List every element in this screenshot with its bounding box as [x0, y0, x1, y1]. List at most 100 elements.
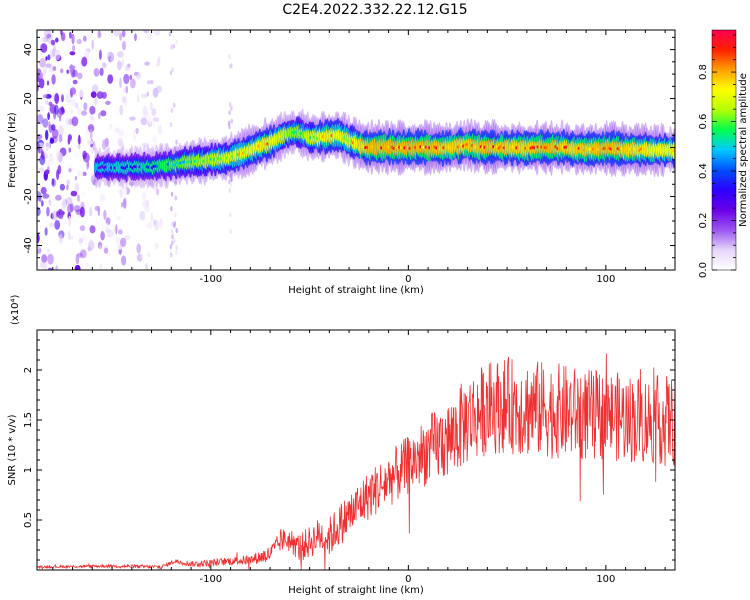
snr-xlabel: Height of straight line (km)	[288, 585, 424, 596]
noise-blob	[103, 247, 109, 254]
noise-blob	[170, 108, 174, 113]
noise-blob	[81, 110, 88, 116]
noise-blob	[174, 181, 177, 186]
noise-blob	[107, 229, 114, 238]
noise-blob	[49, 191, 54, 202]
colorbar-tick-label: 0.4	[698, 163, 709, 179]
noise-blob	[81, 56, 88, 67]
noise-blob	[60, 30, 63, 36]
noise-blob	[119, 141, 125, 150]
noise-blob	[155, 85, 162, 94]
noise-blob	[76, 72, 83, 80]
noise-blob	[172, 102, 176, 108]
noise-blob	[158, 221, 164, 229]
noise-blob	[76, 38, 82, 45]
y-tick-label: 20	[23, 92, 34, 105]
noise-blob	[60, 68, 64, 74]
noise-blob	[131, 30, 139, 37]
noise-blob	[230, 172, 233, 178]
noise-blob	[157, 78, 162, 86]
noise-blob	[44, 142, 51, 149]
noise-blob	[174, 212, 177, 218]
noise-blob	[107, 74, 114, 84]
noise-blob	[78, 236, 83, 247]
noise-blob	[57, 208, 64, 219]
noise-blob	[82, 35, 87, 42]
noise-blob	[61, 94, 64, 103]
noise-blob	[46, 33, 52, 39]
noise-blob	[69, 51, 76, 56]
noise-blob	[148, 116, 152, 124]
noise-blob	[56, 149, 59, 160]
noise-blob	[67, 137, 71, 145]
noise-blob	[137, 94, 140, 104]
y-tick-label: 1.5	[23, 412, 34, 428]
noise-blob	[136, 243, 141, 254]
noise-blob	[78, 134, 81, 145]
noise-blob	[126, 265, 130, 270]
noise-blob	[43, 263, 46, 269]
noise-blob	[116, 239, 124, 251]
noise-blob	[69, 31, 72, 39]
noise-blob	[72, 79, 78, 85]
noise-blob	[85, 128, 90, 135]
noise-blob	[103, 209, 107, 220]
noise-blob	[122, 186, 127, 197]
noise-blob	[65, 116, 69, 127]
noise-blob	[89, 206, 93, 217]
noise-blob	[129, 116, 136, 121]
x-tick-label: 0	[405, 274, 411, 285]
noise-blob	[173, 223, 176, 229]
noise-blob	[122, 40, 126, 51]
noise-blob	[169, 122, 173, 128]
noise-blob	[175, 39, 178, 45]
noise-blob	[169, 70, 173, 76]
noise-blob	[41, 200, 44, 207]
noise-blob	[37, 111, 43, 117]
noise-blob	[47, 54, 51, 61]
noise-blob	[79, 206, 85, 218]
noise-blob	[99, 263, 103, 270]
noise-blob	[154, 242, 159, 250]
noise-blob	[80, 70, 86, 75]
colorbar-ticks: 0.0 0.2 0.4 0.6 0.8	[698, 34, 736, 278]
noise-blob	[91, 54, 94, 65]
noise-blob	[152, 121, 155, 128]
noise-blob	[73, 152, 81, 159]
noise-blob	[71, 116, 79, 127]
noise-blob	[156, 60, 159, 68]
noise-blob	[37, 233, 40, 244]
noise-blob	[68, 215, 71, 227]
noise-blob	[99, 67, 104, 76]
noise-blob	[54, 220, 61, 230]
y-tick-label: -40	[23, 237, 34, 253]
noise-blob	[228, 188, 231, 193]
noise-blob	[56, 211, 59, 218]
noise-blob	[129, 78, 136, 89]
noise-blob	[175, 245, 178, 251]
noise-blob	[42, 37, 49, 43]
noise-blob	[119, 189, 123, 199]
noise-blob	[49, 137, 55, 144]
noise-blob	[113, 207, 117, 217]
noise-blob	[150, 211, 153, 222]
noise-blob	[51, 178, 57, 188]
noise-blob	[77, 144, 81, 150]
noise-blob	[47, 267, 53, 270]
noise-blob	[72, 69, 78, 78]
noise-blob	[69, 63, 74, 74]
noise-blob	[55, 194, 62, 201]
noise-blob	[92, 116, 95, 122]
noise-blob	[61, 199, 67, 210]
noise-blob	[147, 252, 151, 258]
noise-blob	[49, 49, 55, 59]
noise-blob	[52, 66, 57, 71]
heatmap-marks	[37, 30, 675, 270]
noise-blob	[170, 191, 174, 197]
noise-blob	[68, 235, 74, 240]
x-tick-label: 100	[596, 574, 615, 585]
noise-blob	[95, 179, 101, 188]
noise-blob	[153, 219, 157, 227]
noise-blob	[230, 63, 233, 69]
